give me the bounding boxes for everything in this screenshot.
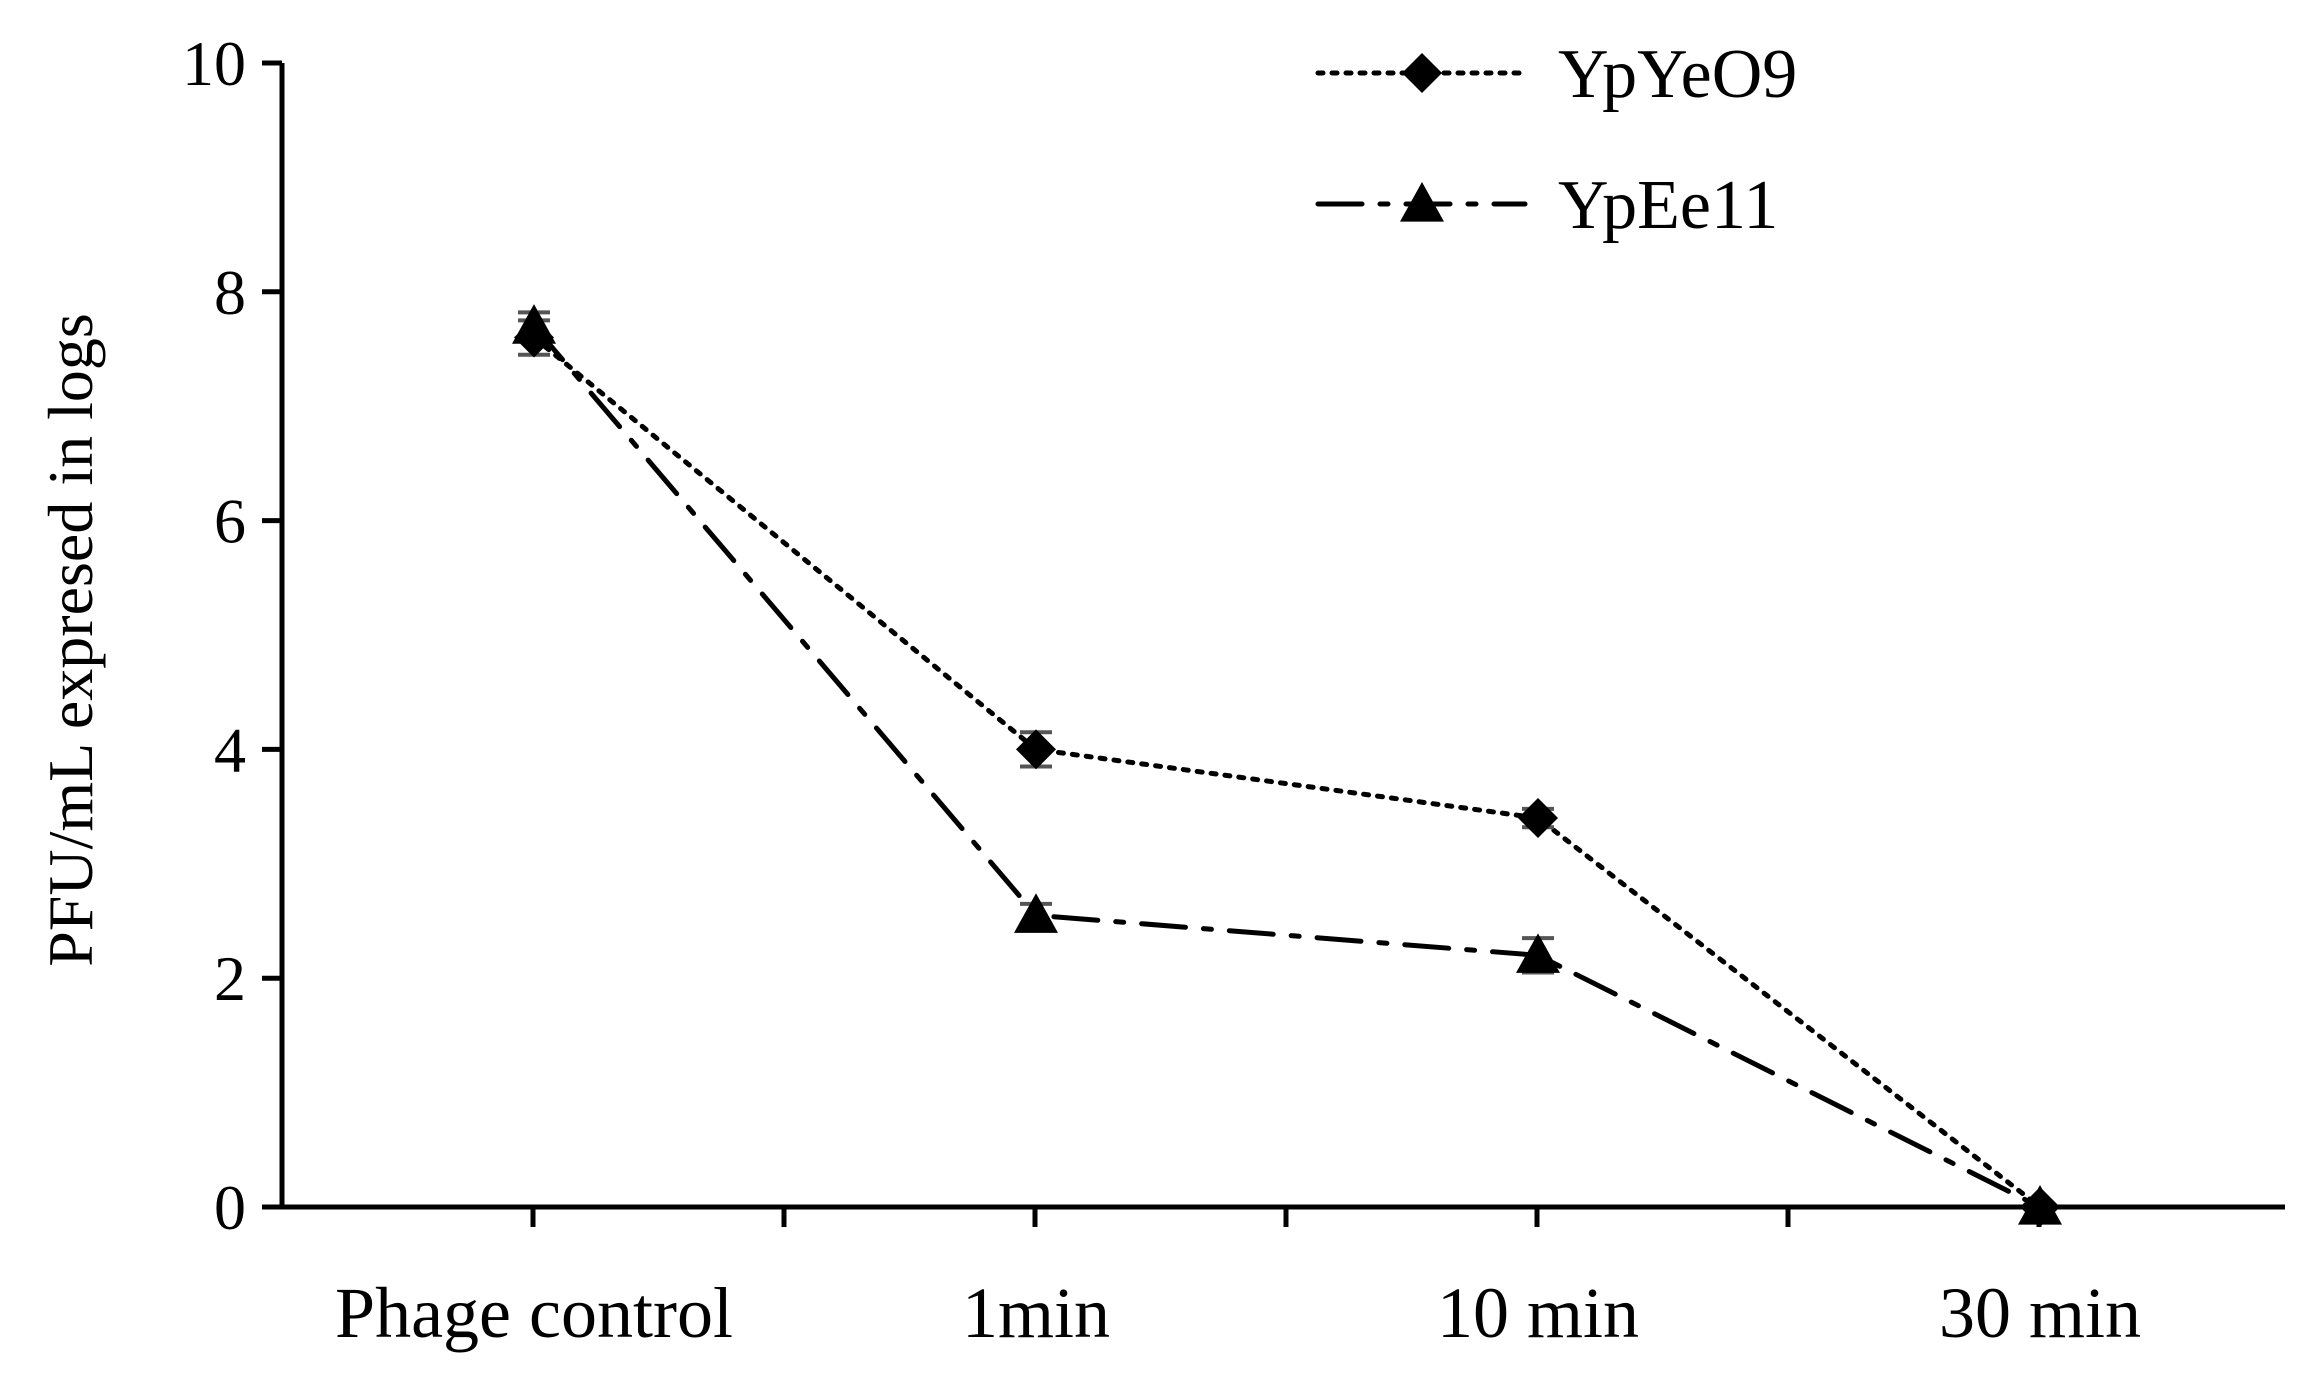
chart-axes: [279, 63, 2285, 1210]
data-point-triangle: [1516, 933, 1560, 973]
y-axis-ticks: 0 2 4 6 8 10: [182, 28, 282, 1243]
legend-label: YpYeO9: [1558, 36, 1797, 113]
y-tick-label: 4: [214, 714, 246, 785]
data-point-triangle: [1014, 893, 1058, 933]
x-axis-categories: Phage control 1min 10 min 30 min: [335, 1207, 2141, 1353]
y-tick-label: 10: [182, 28, 246, 99]
x-tick-label: Phage control: [335, 1273, 733, 1353]
x-tick-label: 10 min: [1437, 1273, 1639, 1353]
y-tick-label: 2: [214, 943, 246, 1014]
data-point-triangle: [2018, 1185, 2062, 1225]
x-tick-label: 1min: [962, 1273, 1110, 1353]
legend-marker-triangle: [1400, 182, 1444, 222]
y-tick-label: 6: [214, 486, 246, 557]
data-point-diamond: [1016, 729, 1056, 770]
series-ypyeo9: [514, 317, 2060, 1227]
legend-entry-ypyeo9: YpYeO9: [1315, 36, 1797, 113]
data-point-diamond: [1518, 798, 1558, 839]
legend: YpYeO9 YpEe11: [1315, 36, 1797, 244]
series-ypee11: [512, 304, 2062, 1225]
series-line: [531, 323, 2043, 1210]
legend-entry-ypee11: YpEe11: [1315, 167, 1778, 244]
series-line: [531, 335, 2043, 1210]
y-tick-label: 8: [214, 257, 246, 328]
data-point-triangle: [512, 304, 556, 344]
legend-label: YpEe11: [1558, 167, 1778, 244]
x-tick-label: 30 min: [1939, 1273, 2141, 1353]
legend-marker-diamond: [1402, 53, 1442, 93]
series-layer: [512, 304, 2062, 1227]
y-axis-title: PFU/mL expresed in logs: [35, 313, 106, 967]
y-tick-label: 0: [214, 1172, 246, 1243]
